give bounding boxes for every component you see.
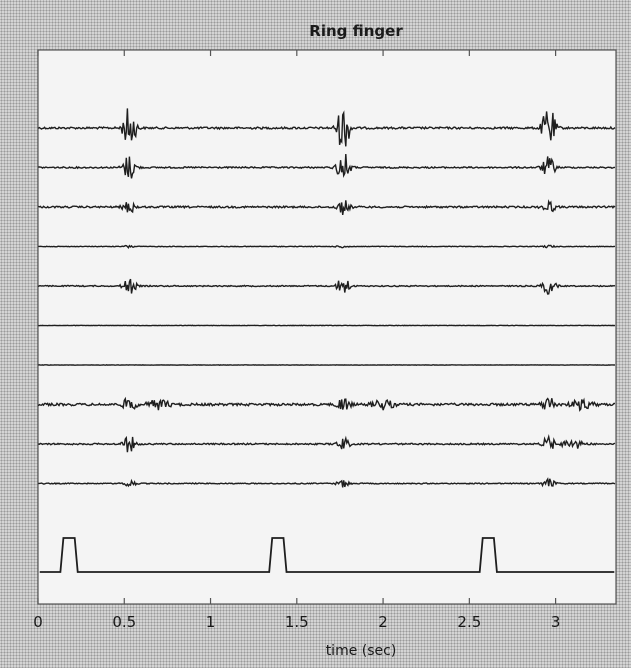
eeg-trace-3 [38, 199, 616, 216]
pulse-trace [39, 537, 615, 573]
x-tick-label: 1.5 [285, 613, 309, 631]
x-axis-ticks: 0 0.5 1 1.5 2 2.5 3 [33, 50, 560, 631]
pulse-train [39, 537, 615, 573]
x-tick-label: 2.5 [457, 613, 481, 631]
eeg-trace-10 [38, 477, 616, 488]
x-tick-label: 2 [378, 613, 388, 631]
eeg-trace-4 [38, 244, 615, 249]
plot-area [37, 49, 617, 605]
x-tick-label: 1 [206, 613, 216, 631]
chart-title: Ring finger [309, 22, 403, 40]
eeg-traces [37, 108, 616, 488]
x-tick-label: 0 [33, 613, 43, 631]
eeg-trace-1 [37, 108, 616, 147]
x-axis-label: time (sec) [326, 643, 397, 659]
eeg-trace-8 [37, 396, 615, 412]
x-tick-label: 3 [551, 613, 561, 631]
eeg-trace-9 [38, 433, 616, 453]
eeg-trace-2 [38, 153, 615, 179]
eeg-trace-5 [37, 278, 616, 295]
x-tick-label: 0.5 [112, 613, 136, 631]
